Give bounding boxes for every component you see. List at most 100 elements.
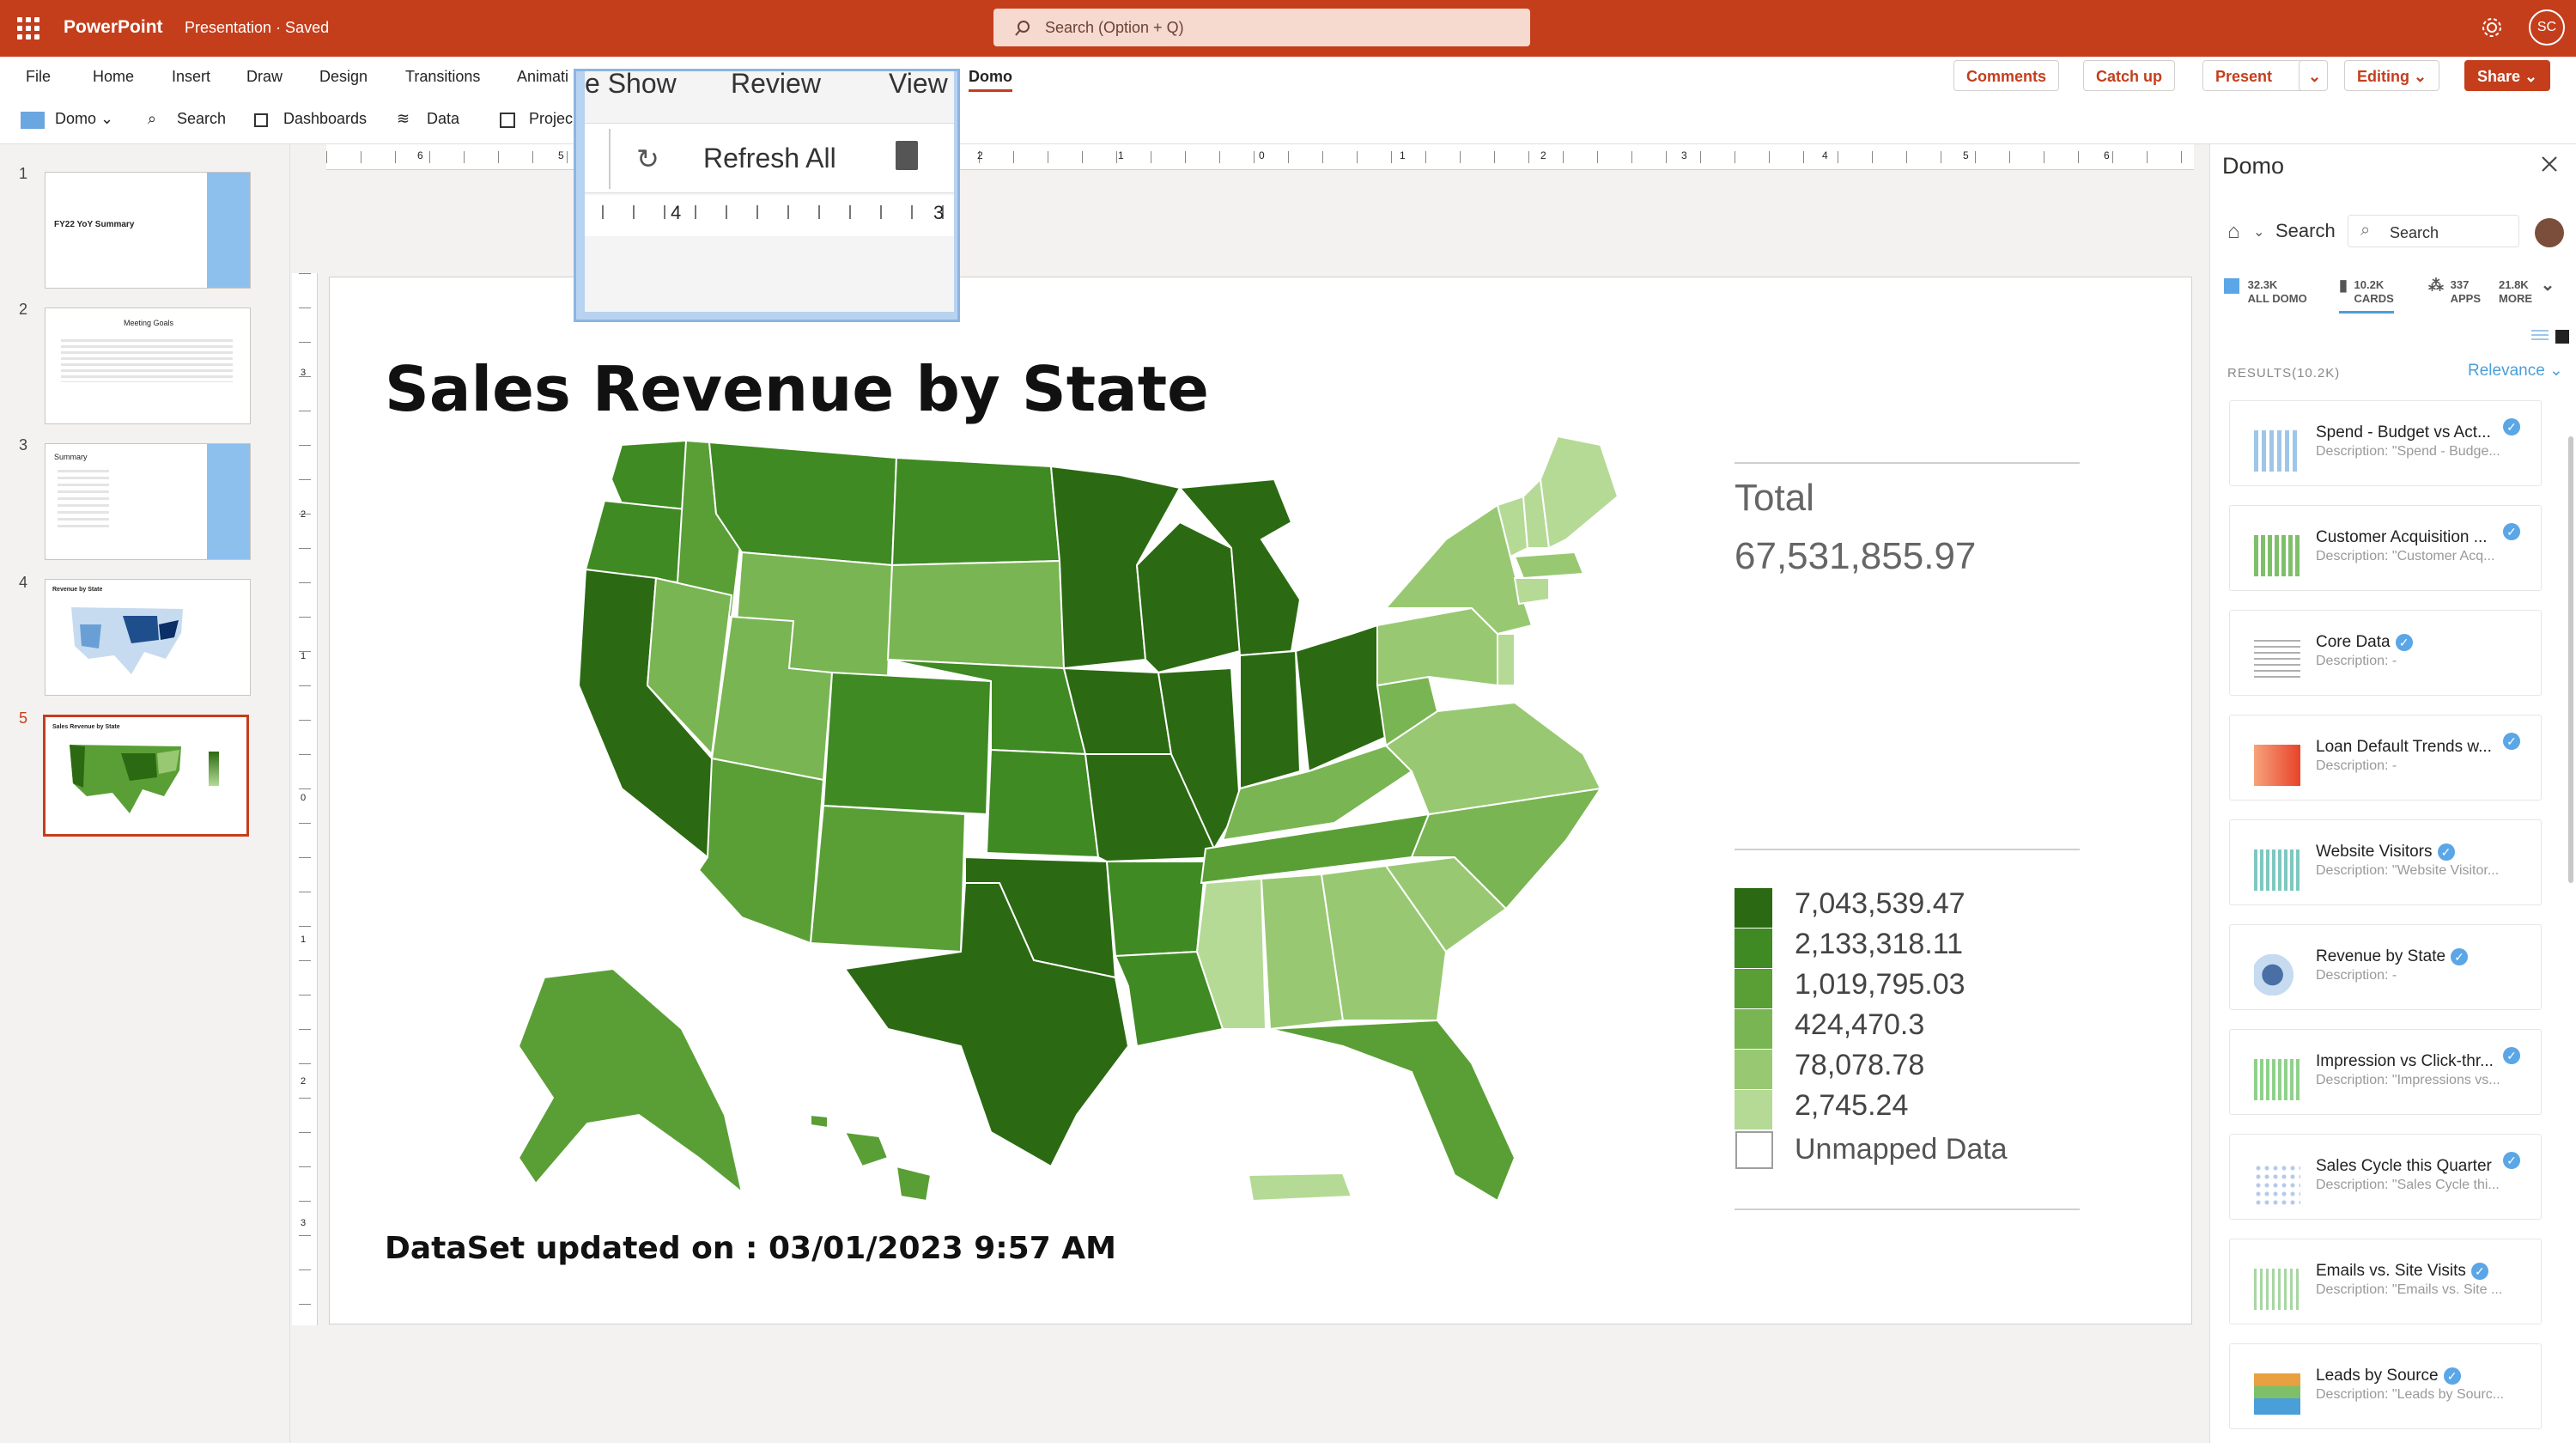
- state-montana[interactable]: [708, 441, 898, 567]
- sort-label: Relevance: [2468, 362, 2545, 380]
- catch-up-button[interactable]: Catch up: [2083, 60, 2176, 91]
- tab-apps[interactable]: ⁂ 337 APPS: [2428, 277, 2481, 306]
- home-icon[interactable]: ⌂: [2227, 220, 2240, 243]
- card-item[interactable]: Impression vs Click-thr... ✓ Description…: [2229, 1029, 2542, 1115]
- thumbnail-legend: [209, 752, 219, 786]
- state-south-dakota[interactable]: [886, 559, 1066, 670]
- state-michigan[interactable]: [1177, 478, 1302, 657]
- ruler-label: 6: [2104, 149, 2110, 161]
- slide-canvas[interactable]: Sales Revenue by State: [329, 277, 2192, 1324]
- state-mississippi[interactable]: [1195, 877, 1267, 1030]
- tab-domo[interactable]: Domo: [969, 68, 1012, 92]
- territory-puerto-rico[interactable]: [1247, 1172, 1353, 1202]
- tab-label: CARDS: [2354, 292, 2394, 305]
- editing-button[interactable]: Editing ⌄: [2344, 60, 2440, 91]
- state-maine[interactable]: [1539, 435, 1619, 550]
- state-connecticut[interactable]: [1513, 577, 1550, 606]
- tab-slide-show[interactable]: e Show: [585, 69, 677, 99]
- slide-thumbnail-1[interactable]: FY22 YoY Summary: [45, 172, 251, 289]
- card-thumbnail: [2254, 640, 2300, 681]
- state-oregon[interactable]: [584, 499, 688, 584]
- state-louisiana[interactable]: [1114, 950, 1224, 1048]
- legend-swatch: [1735, 929, 1772, 968]
- state-georgia[interactable]: [1320, 864, 1448, 1021]
- tab-view[interactable]: View: [889, 69, 948, 99]
- state-new-jersey[interactable]: [1497, 633, 1516, 686]
- panel-search-input[interactable]: ⌕ Search: [2348, 215, 2519, 247]
- tab-animations[interactable]: Animati: [517, 68, 569, 85]
- state-washington[interactable]: [610, 439, 687, 511]
- state-colorado[interactable]: [822, 671, 993, 816]
- panel-scrollbar[interactable]: [2568, 436, 2573, 883]
- state-alaska[interactable]: [517, 967, 744, 1195]
- legend-swatch: [1735, 1050, 1772, 1089]
- tab-review[interactable]: Review: [731, 69, 821, 99]
- slide-title[interactable]: Sales Revenue by State: [385, 353, 1209, 425]
- card-item[interactable]: Leads by Source ✓ Description: "Leads by …: [2229, 1343, 2542, 1429]
- chevron-down-icon[interactable]: ⌄: [2253, 225, 2265, 240]
- slide-thumbnail-2[interactable]: Meeting Goals: [45, 307, 251, 424]
- dataset-updated-text[interactable]: DataSet updated on : 03/01/2023 9:57 AM: [385, 1231, 1116, 1266]
- gear-icon[interactable]: [2480, 15, 2504, 40]
- tab-draw[interactable]: Draw: [246, 68, 283, 85]
- state-massachusetts[interactable]: [1513, 551, 1585, 580]
- card-title: Leads by Source: [2316, 1367, 2439, 1385]
- state-arkansas[interactable]: [1105, 861, 1207, 958]
- state-pennsylvania[interactable]: [1376, 606, 1498, 687]
- close-icon[interactable]: [2540, 155, 2559, 174]
- dashboards-command[interactable]: Dashboards: [283, 110, 368, 127]
- state-new-mexico[interactable]: [809, 804, 967, 953]
- present-button[interactable]: Present: [2202, 60, 2314, 91]
- ruler-label: 1: [1400, 149, 1406, 161]
- document-title[interactable]: Presentation · Saved: [185, 19, 330, 36]
- projects-command[interactable]: Projec: [529, 110, 574, 127]
- state-texas[interactable]: [843, 882, 1130, 1168]
- share-button[interactable]: Share ⌄: [2464, 60, 2551, 91]
- tab-all-domo[interactable]: 32.3K ALL DOMO: [2224, 278, 2307, 306]
- tab-design[interactable]: Design: [319, 68, 368, 85]
- card-item[interactable]: Sales Cycle this Quarter ✓ Description: …: [2229, 1134, 2542, 1220]
- app-launcher-icon[interactable]: [17, 17, 39, 40]
- tab-more[interactable]: 21.8K MORE ⌄: [2499, 277, 2555, 306]
- state-hawaii[interactable]: [810, 1113, 933, 1202]
- data-command[interactable]: Data: [427, 110, 460, 127]
- avatar[interactable]: [2535, 218, 2564, 247]
- search-placeholder: Search (Option + Q): [1045, 19, 1184, 36]
- present-dropdown[interactable]: ⌄: [2299, 60, 2328, 91]
- state-arizona[interactable]: [697, 757, 825, 945]
- domo-menu[interactable]: Domo ⌄: [55, 110, 114, 127]
- slide-thumbnail-4[interactable]: Revenue by State: [45, 579, 251, 696]
- card-item[interactable]: Loan Default Trends w... ✓ Description: …: [2229, 715, 2542, 801]
- refresh-all-button[interactable]: ↻ Refresh All: [585, 123, 954, 193]
- card-item[interactable]: Core Data ✓ Description: -: [2229, 610, 2542, 696]
- tab-insert[interactable]: Insert: [172, 68, 211, 85]
- card-item[interactable]: Emails vs. Site Visits ✓ Description: "Em…: [2229, 1239, 2542, 1324]
- card-item[interactable]: Revenue by State ✓ Description: -: [2229, 924, 2542, 1010]
- state-virginia[interactable]: [1384, 701, 1602, 816]
- search-icon: ⌕: [2360, 221, 2371, 240]
- user-avatar[interactable]: SC: [2529, 9, 2565, 46]
- tab-transitions[interactable]: Transitions: [405, 68, 481, 85]
- slide-thumbnail-5[interactable]: Sales Revenue by State: [43, 715, 249, 837]
- card-item[interactable]: Website Visitors ✓ Description: "Website …: [2229, 819, 2542, 905]
- tab-cards[interactable]: ▮ 10.2K CARDS: [2339, 277, 2394, 314]
- us-map[interactable]: [484, 428, 1944, 1218]
- state-north-dakota[interactable]: [890, 456, 1061, 567]
- tab-file[interactable]: File: [26, 68, 52, 85]
- sort-dropdown[interactable]: Relevance ⌄: [2468, 362, 2563, 380]
- comments-button[interactable]: Comments: [1953, 60, 2060, 91]
- state-wisconsin[interactable]: [1135, 521, 1242, 674]
- state-missouri[interactable]: [1084, 753, 1224, 863]
- state-florida[interactable]: [1269, 1019, 1516, 1202]
- card-item[interactable]: Spend - Budget vs Act... ✓ Description: …: [2229, 400, 2542, 486]
- app-name[interactable]: PowerPoint: [64, 17, 163, 37]
- state-kansas[interactable]: [985, 748, 1100, 859]
- search-command[interactable]: Search: [177, 110, 227, 127]
- state-indiana[interactable]: [1239, 649, 1302, 790]
- tab-home[interactable]: Home: [93, 68, 135, 85]
- card-item[interactable]: Customer Acquisition ... ✓ Description: …: [2229, 505, 2542, 591]
- list-view-icon[interactable]: [2531, 330, 2549, 342]
- search-input[interactable]: Search (Option + Q): [993, 9, 1530, 46]
- grid-view-icon[interactable]: [2555, 330, 2569, 344]
- slide-thumbnail-3[interactable]: Summary: [45, 443, 251, 560]
